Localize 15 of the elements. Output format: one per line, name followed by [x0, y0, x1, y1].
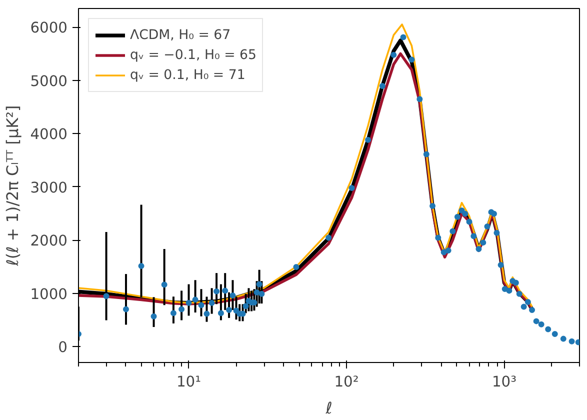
- y-tick-label: 3000: [30, 179, 68, 196]
- x-tick-label: 10¹: [176, 374, 202, 390]
- x-axis-title: ℓ: [324, 398, 332, 418]
- y-axis-title: ℓ(ℓ + 1)/2π Cₗᵀᵀ [μK²]: [3, 105, 22, 267]
- y-tick-label: 0: [58, 339, 68, 356]
- y-tick-label: 1000: [30, 286, 68, 303]
- y-tick-label: 6000: [30, 20, 68, 37]
- x-tick-label: 10²: [334, 374, 359, 390]
- y-tick-label: 2000: [30, 232, 68, 250]
- legend-label: qᵥ = 0.1, H₀ = 71: [130, 68, 246, 82]
- legend-label: ΛCDM, H₀ = 67: [130, 28, 231, 42]
- legend-label: qᵥ = −0.1, H₀ = 65: [130, 48, 256, 62]
- y-tick-label: 4000: [30, 126, 68, 144]
- x-tick-label: 10³: [492, 374, 517, 390]
- y-tick-label: 5000: [30, 72, 68, 90]
